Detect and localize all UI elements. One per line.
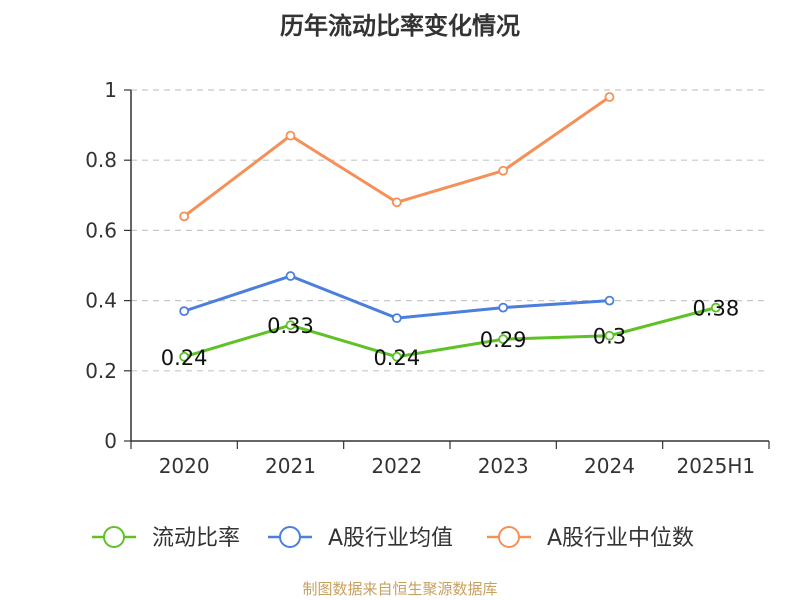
series-line-1 [183, 274, 610, 320]
data-point [710, 302, 721, 313]
data-label: 0.3 [593, 325, 626, 349]
legend-marker [498, 526, 520, 548]
data-label: 0.33 [267, 314, 314, 338]
data-label: 0.24 [161, 346, 208, 370]
data-point [285, 130, 296, 141]
data-point [604, 330, 615, 341]
legend-label: 流动比率 [152, 526, 240, 551]
series-lines [179, 92, 721, 362]
y-tick-label: 0.8 [85, 148, 117, 172]
x-tick-label: 2024 [584, 454, 635, 478]
data-point [179, 306, 190, 317]
x-tick-label: 2025H1 [676, 454, 755, 478]
chart-title: 历年流动比率变化情况 [280, 12, 520, 40]
data-point [391, 197, 402, 208]
y-tick-label: 0.6 [85, 218, 117, 242]
data-point [498, 334, 509, 345]
data-point [604, 295, 615, 306]
legend: 流动比率 A股行业均值 A股行业中位数 [92, 526, 694, 551]
x-tick-label: 2021 [265, 454, 316, 478]
y-tick-label: 0 [104, 429, 117, 453]
y-tick-label: 1 [104, 78, 117, 102]
grid-lines [131, 89, 769, 372]
y-tick-label: 0.4 [85, 289, 117, 313]
legend-marker [279, 526, 301, 548]
x-tick-label: 2020 [159, 454, 210, 478]
data-point [179, 351, 190, 362]
data-point [391, 313, 402, 324]
data-label: 0.29 [480, 328, 527, 352]
legend-label: A股行业中位数 [547, 526, 694, 551]
data-point [498, 302, 509, 313]
series-line-0 [183, 306, 717, 359]
data-point [391, 351, 402, 362]
legend-marker [103, 526, 125, 548]
data-label: 0.38 [692, 297, 739, 321]
data-point [285, 320, 296, 331]
x-tick-label: 2023 [478, 454, 529, 478]
legend-label: A股行业均值 [328, 526, 453, 551]
y-tick-label: 0.2 [85, 359, 117, 383]
source-note: 制图数据来自恒生聚源数据库 [302, 580, 498, 598]
data-point [285, 271, 296, 281]
data-label: 0.24 [373, 346, 420, 370]
data-point [179, 211, 190, 222]
x-tick-label: 2022 [371, 454, 422, 478]
data-point [498, 165, 509, 176]
axes: 0 0.2 0.4 0.6 0.8 1 2020 2021 2022 2023 2024 2025H1 [85, 78, 770, 478]
data-point [604, 92, 615, 102]
data-labels: 0.24 0.33 0.24 0.29 0.3 0.38 [161, 297, 739, 370]
